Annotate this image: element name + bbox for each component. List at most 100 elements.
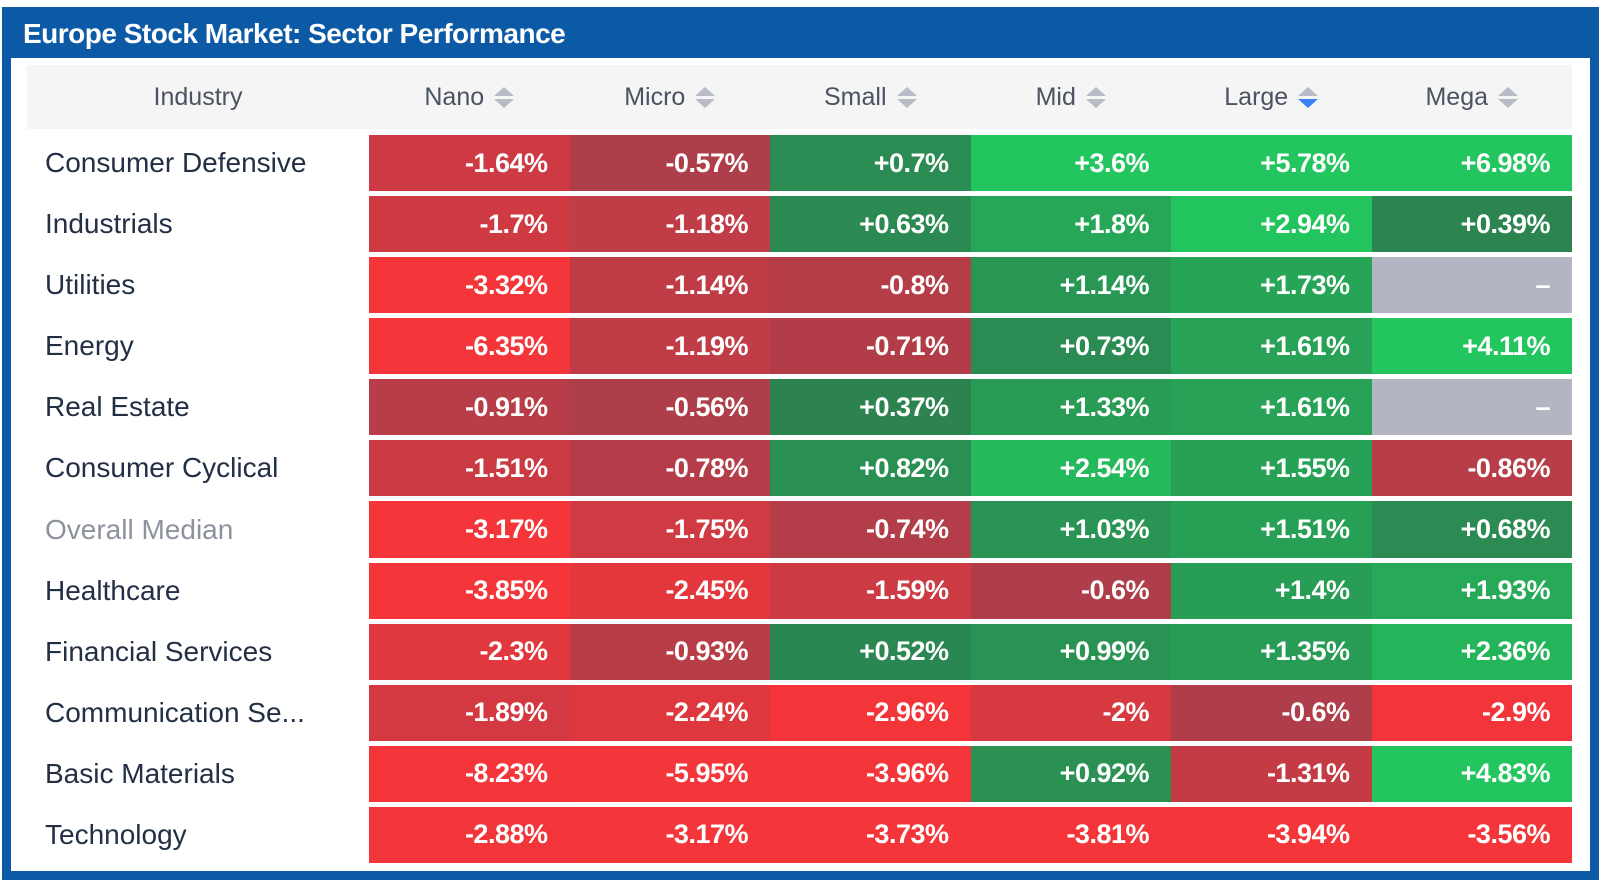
column-header-label: Nano [424, 82, 485, 111]
industry-label: Communication Se... [27, 684, 369, 741]
table-row: Consumer Defensive -1.64% -0.57% +0.7% +3.6%… [27, 135, 1572, 192]
page-title: Europe Stock Market: Sector Performance [23, 18, 566, 49]
heatmap-cell: +4.11% [1371, 318, 1572, 375]
heatmap-cell: -2.9% [1371, 684, 1572, 741]
heatmap-cell: -1.7% [369, 196, 570, 253]
heatmap-cell: -0.56% [569, 379, 770, 436]
sort-arrows-icon[interactable] [1085, 86, 1106, 108]
heatmap-cell: -0.57% [569, 135, 770, 192]
column-header-micro[interactable]: Micro [570, 65, 771, 129]
table-row: Consumer Cyclical -1.51% -0.78% +0.82% +2.54… [27, 440, 1572, 497]
sort-down-icon [494, 98, 515, 108]
heatmap-cell: -1.14% [569, 257, 770, 314]
heatmap-cell: -3.85% [369, 562, 570, 619]
column-header-mega[interactable]: Mega [1372, 65, 1573, 129]
heatmap-cell: +2.94% [1171, 196, 1372, 253]
heatmap-cell: +0.63% [770, 196, 971, 253]
sort-down-icon [896, 98, 917, 108]
heatmap-cell: +1.35% [1171, 623, 1372, 680]
table-row: Overall Median -3.17% -1.75% -0.74% +1.03% +1… [27, 501, 1572, 558]
sort-arrows-icon[interactable] [1298, 86, 1319, 108]
sort-up-icon [494, 86, 515, 96]
column-header-industry: Industry [153, 82, 243, 111]
sort-up-icon [896, 86, 917, 96]
heatmap-cell: – [1371, 379, 1572, 436]
column-header-label: Micro [624, 82, 686, 111]
industry-label: Healthcare [27, 562, 369, 619]
heatmap-cell: +0.99% [970, 623, 1171, 680]
sort-up-icon [695, 86, 716, 96]
column-header-label: Mid [1035, 82, 1076, 111]
heatmap-cell: +1.55% [1171, 440, 1372, 497]
heatmap-cell: -0.86% [1371, 440, 1572, 497]
heatmap-cell: -2.3% [369, 623, 570, 680]
heatmap-cell: +3.6% [970, 135, 1171, 192]
table-row: Energy -6.35% -1.19% -0.71% +0.73% +1.61% +4.1… [27, 318, 1572, 375]
heatmap-cell: -3.32% [369, 257, 570, 314]
table-row: Communication Se... -1.89% -2.24% -2.96% -2%… [27, 684, 1572, 741]
heatmap-cell: -0.78% [569, 440, 770, 497]
sort-down-icon [1498, 98, 1519, 108]
heatmap-cell: +5.78% [1171, 135, 1372, 192]
title-bar: Europe Stock Market: Sector Performance [11, 16, 1590, 58]
heatmap-cell: -1.59% [770, 562, 971, 619]
industry-label: Real Estate [27, 379, 369, 436]
heatmap-cell: +1.8% [970, 196, 1171, 253]
heatmap-cell: -0.71% [770, 318, 971, 375]
sort-arrows-icon[interactable] [695, 86, 716, 108]
table-row: Financial Services -2.3% -0.93% +0.52% +0.99… [27, 623, 1572, 680]
heatmap-table: Industry Nano Micro Small Mid Large Mega Cons… [11, 58, 1590, 871]
heatmap-cell: +1.4% [1171, 562, 1372, 619]
sort-up-icon [1085, 86, 1106, 96]
table-row: Utilities -3.32% -1.14% -0.8% +1.14% +1.73% – [27, 257, 1572, 314]
heatmap-cell: -8.23% [369, 745, 570, 802]
table-row: Healthcare -3.85% -2.45% -1.59% -0.6% +1.4% +1… [27, 562, 1572, 619]
heatmap-cell: +0.37% [770, 379, 971, 436]
sort-arrows-icon[interactable] [896, 86, 917, 108]
sort-arrows-icon[interactable] [1498, 86, 1519, 108]
industry-label: Industrials [27, 196, 369, 253]
sort-up-icon [1498, 86, 1519, 96]
heatmap-cell: -1.64% [369, 135, 570, 192]
industry-label: Technology [27, 806, 369, 863]
heatmap-cell: -2% [970, 684, 1171, 741]
heatmap-cell: +0.52% [770, 623, 971, 680]
column-header-large[interactable]: Large [1171, 65, 1372, 129]
heatmap-cell: -0.91% [369, 379, 570, 436]
heatmap-cell: +1.61% [1171, 379, 1372, 436]
heatmap-cell: +1.51% [1171, 501, 1372, 558]
sort-arrows-icon[interactable] [494, 86, 515, 108]
heatmap-cell: +0.7% [770, 135, 971, 192]
column-header-small[interactable]: Small [770, 65, 971, 129]
industry-label: Overall Median [27, 501, 369, 558]
heatmap-cell: +1.03% [970, 501, 1171, 558]
heatmap-cell: – [1371, 257, 1572, 314]
sort-up-icon [1298, 86, 1319, 96]
heatmap-cell: -2.45% [569, 562, 770, 619]
heatmap-cell: +0.68% [1371, 501, 1572, 558]
heatmap-cell: -1.51% [369, 440, 570, 497]
table-row: Basic Materials -8.23% -5.95% -3.96% +0.92% -… [27, 745, 1572, 802]
industry-label: Consumer Cyclical [27, 440, 369, 497]
heatmap-cell: +4.83% [1371, 745, 1572, 802]
industry-label: Utilities [27, 257, 369, 314]
heatmap-cell: -3.56% [1371, 806, 1572, 863]
heatmap-cell: -3.73% [770, 806, 971, 863]
column-header-label: Large [1224, 82, 1289, 111]
table-row: Technology -2.88% -3.17% -3.73% -3.81% -3.94%… [27, 806, 1572, 863]
sort-down-icon [695, 98, 716, 108]
table-body: Consumer Defensive -1.64% -0.57% +0.7% +3.6%… [27, 135, 1572, 863]
heatmap-cell: +1.73% [1171, 257, 1372, 314]
heatmap-cell: -0.6% [970, 562, 1171, 619]
column-header-nano[interactable]: Nano [369, 65, 570, 129]
heatmap-cell: +1.61% [1171, 318, 1372, 375]
heatmap-cell: +6.98% [1371, 135, 1572, 192]
column-header-mid[interactable]: Mid [971, 65, 1172, 129]
heatmap-cell: +0.39% [1371, 196, 1572, 253]
heatmap-cell: -2.88% [369, 806, 570, 863]
heatmap-cell: +2.54% [970, 440, 1171, 497]
heatmap-cell: -3.96% [770, 745, 971, 802]
heatmap-cell: +1.93% [1371, 562, 1572, 619]
industry-label: Energy [27, 318, 369, 375]
heatmap-cell: -0.6% [1171, 684, 1372, 741]
